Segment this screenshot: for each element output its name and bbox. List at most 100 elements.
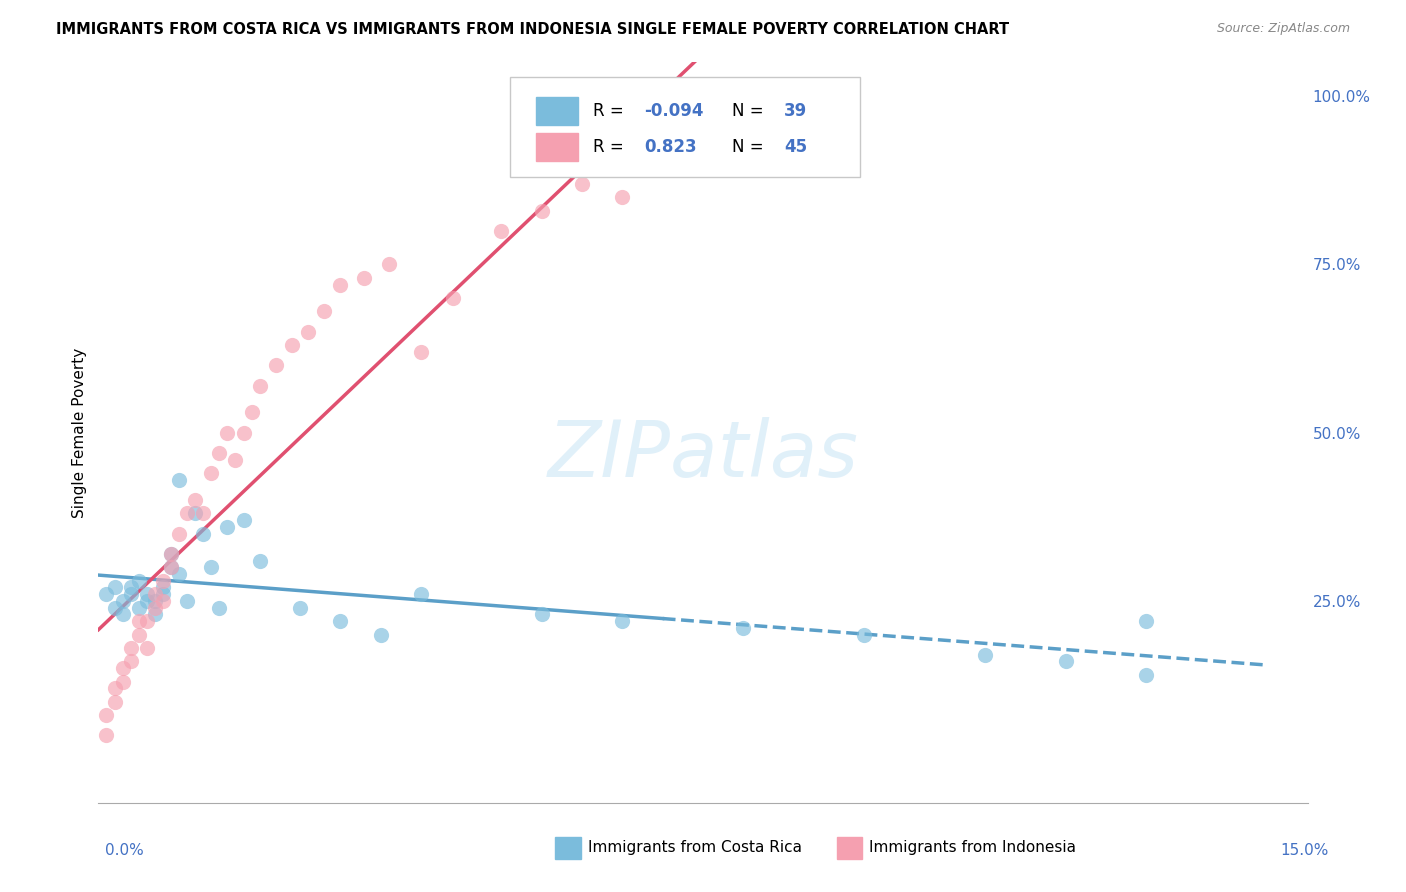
- Point: [128, 627, 150, 641]
- Point: [1135, 668, 1157, 682]
- Point: [111, 607, 134, 622]
- Point: [176, 594, 198, 608]
- Point: [160, 547, 183, 561]
- Point: [377, 257, 399, 271]
- Bar: [536, 133, 578, 161]
- Text: ZIPatlas: ZIPatlas: [547, 417, 859, 493]
- Point: [571, 177, 593, 191]
- Bar: [536, 97, 578, 126]
- Point: [193, 526, 215, 541]
- Point: [733, 621, 755, 635]
- Point: [281, 338, 304, 352]
- Point: [120, 640, 142, 655]
- Point: [353, 270, 375, 285]
- Point: [152, 594, 174, 608]
- Point: [193, 507, 215, 521]
- Point: [240, 405, 263, 419]
- Point: [208, 600, 231, 615]
- Point: [143, 600, 166, 615]
- Point: [1054, 655, 1077, 669]
- Point: [103, 581, 125, 595]
- Text: 0.0%: 0.0%: [105, 843, 145, 858]
- Text: 15.0%: 15.0%: [1281, 843, 1329, 858]
- Point: [297, 325, 319, 339]
- Text: 39: 39: [785, 103, 807, 120]
- Point: [200, 466, 222, 480]
- Point: [200, 560, 222, 574]
- Point: [288, 600, 311, 615]
- Point: [264, 359, 287, 373]
- Point: [314, 304, 336, 318]
- Point: [160, 560, 183, 574]
- Point: [733, 95, 755, 110]
- Point: [152, 587, 174, 601]
- Point: [103, 695, 125, 709]
- Point: [409, 587, 432, 601]
- Point: [692, 150, 714, 164]
- Point: [329, 277, 352, 292]
- Text: Immigrants from Costa Rica: Immigrants from Costa Rica: [588, 840, 801, 855]
- Point: [176, 507, 198, 521]
- Text: 0.823: 0.823: [644, 138, 696, 156]
- Point: [208, 446, 231, 460]
- Point: [224, 452, 246, 467]
- Point: [160, 547, 183, 561]
- Point: [96, 729, 118, 743]
- Point: [96, 708, 118, 723]
- Text: Immigrants from Indonesia: Immigrants from Indonesia: [869, 840, 1076, 855]
- Point: [135, 614, 157, 628]
- Point: [974, 648, 997, 662]
- Point: [370, 627, 392, 641]
- Point: [249, 378, 271, 392]
- Text: -0.094: -0.094: [644, 103, 703, 120]
- Point: [135, 587, 157, 601]
- Point: [1135, 614, 1157, 628]
- Text: R =: R =: [593, 103, 628, 120]
- Point: [329, 614, 352, 628]
- Text: N =: N =: [733, 103, 769, 120]
- Point: [491, 224, 513, 238]
- Point: [612, 614, 634, 628]
- Text: R =: R =: [593, 138, 628, 156]
- Point: [232, 425, 254, 440]
- Point: [111, 674, 134, 689]
- Point: [167, 566, 190, 581]
- Point: [120, 581, 142, 595]
- Point: [530, 607, 553, 622]
- Point: [409, 344, 432, 359]
- Point: [441, 291, 464, 305]
- Point: [249, 553, 271, 567]
- Point: [184, 507, 207, 521]
- Point: [103, 600, 125, 615]
- Point: [143, 607, 166, 622]
- Text: 45: 45: [785, 138, 807, 156]
- Point: [128, 614, 150, 628]
- Point: [167, 526, 190, 541]
- Point: [96, 587, 118, 601]
- Point: [612, 190, 634, 204]
- Point: [651, 156, 673, 170]
- Point: [853, 627, 876, 641]
- Point: [530, 203, 553, 218]
- Point: [160, 560, 183, 574]
- Point: [128, 574, 150, 588]
- Point: [217, 425, 239, 440]
- Point: [120, 587, 142, 601]
- Point: [184, 492, 207, 507]
- Y-axis label: Single Female Poverty: Single Female Poverty: [72, 348, 87, 517]
- Point: [232, 513, 254, 527]
- Text: Source: ZipAtlas.com: Source: ZipAtlas.com: [1216, 22, 1350, 36]
- Point: [152, 574, 174, 588]
- Point: [167, 473, 190, 487]
- Point: [135, 594, 157, 608]
- Point: [128, 600, 150, 615]
- Point: [143, 594, 166, 608]
- Point: [217, 520, 239, 534]
- Point: [111, 594, 134, 608]
- Point: [103, 681, 125, 696]
- Point: [135, 640, 157, 655]
- Point: [111, 661, 134, 675]
- Text: N =: N =: [733, 138, 769, 156]
- Text: IMMIGRANTS FROM COSTA RICA VS IMMIGRANTS FROM INDONESIA SINGLE FEMALE POVERTY CO: IMMIGRANTS FROM COSTA RICA VS IMMIGRANTS…: [56, 22, 1010, 37]
- FancyBboxPatch shape: [509, 78, 860, 178]
